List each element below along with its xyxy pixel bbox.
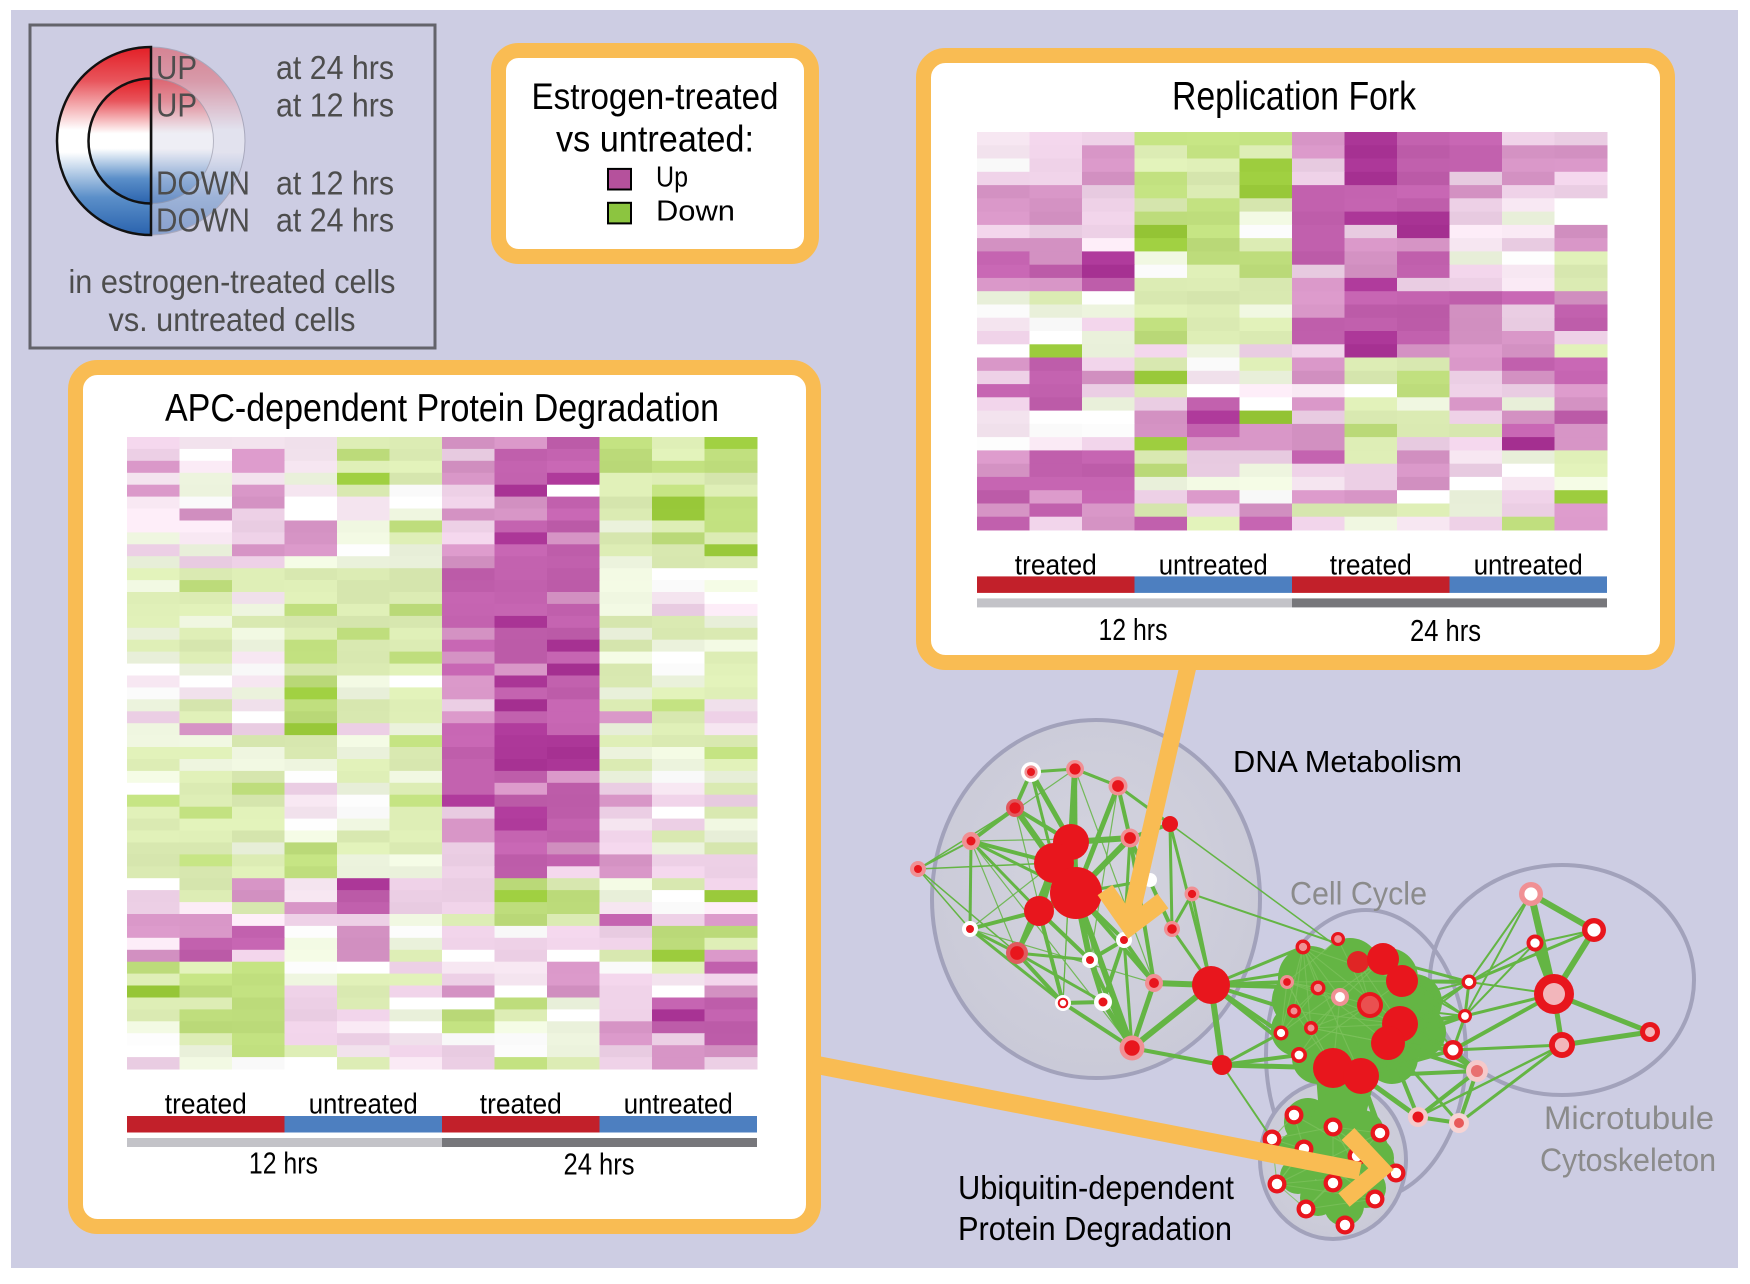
svg-text:12 hrs: 12 hrs: [1099, 612, 1168, 647]
svg-text:at 12 hrs: at 12 hrs: [276, 164, 394, 201]
svg-text:Estrogen-treated: Estrogen-treated: [532, 76, 779, 117]
svg-text:Cell Cycle: Cell Cycle: [1290, 875, 1427, 911]
svg-text:DOWN: DOWN: [156, 202, 250, 239]
svg-text:Up: Up: [656, 161, 688, 193]
svg-text:Down: Down: [656, 195, 735, 227]
svg-text:at 24 hrs: at 24 hrs: [276, 202, 394, 239]
svg-text:at 24 hrs: at 24 hrs: [276, 49, 394, 86]
svg-text:untreated: untreated: [1474, 550, 1583, 582]
svg-text:Cytoskeleton: Cytoskeleton: [1540, 1142, 1716, 1178]
svg-text:untreated: untreated: [309, 1088, 418, 1120]
svg-text:treated: treated: [1015, 550, 1097, 582]
svg-text:treated: treated: [1330, 550, 1412, 582]
svg-text:in estrogen-treated cells: in estrogen-treated cells: [69, 263, 396, 300]
svg-text:24 hrs: 24 hrs: [564, 1147, 635, 1182]
svg-text:treated: treated: [480, 1088, 562, 1120]
svg-text:untreated: untreated: [624, 1088, 733, 1120]
svg-text:vs untreated:: vs untreated:: [556, 118, 754, 159]
svg-text:DOWN: DOWN: [156, 164, 250, 201]
svg-text:untreated: untreated: [1159, 550, 1268, 582]
svg-text:UP: UP: [156, 49, 197, 86]
svg-text:Replication Fork: Replication Fork: [1172, 75, 1417, 119]
svg-text:Ubiquitin-dependent: Ubiquitin-dependent: [958, 1169, 1234, 1206]
svg-text:vs. untreated cells: vs. untreated cells: [109, 301, 356, 338]
svg-text:treated: treated: [165, 1088, 247, 1120]
svg-text:UP: UP: [156, 87, 197, 124]
svg-text:12 hrs: 12 hrs: [249, 1146, 318, 1181]
svg-text:24 hrs: 24 hrs: [1410, 613, 1481, 648]
svg-text:APC-dependent Protein Degradat: APC-dependent Protein Degradation: [165, 387, 719, 430]
svg-text:Microtubule: Microtubule: [1544, 1100, 1714, 1136]
svg-text:DNA Metabolism: DNA Metabolism: [1233, 744, 1462, 779]
svg-text:Protein Degradation: Protein Degradation: [958, 1210, 1232, 1247]
svg-text:at 12 hrs: at 12 hrs: [276, 87, 394, 124]
